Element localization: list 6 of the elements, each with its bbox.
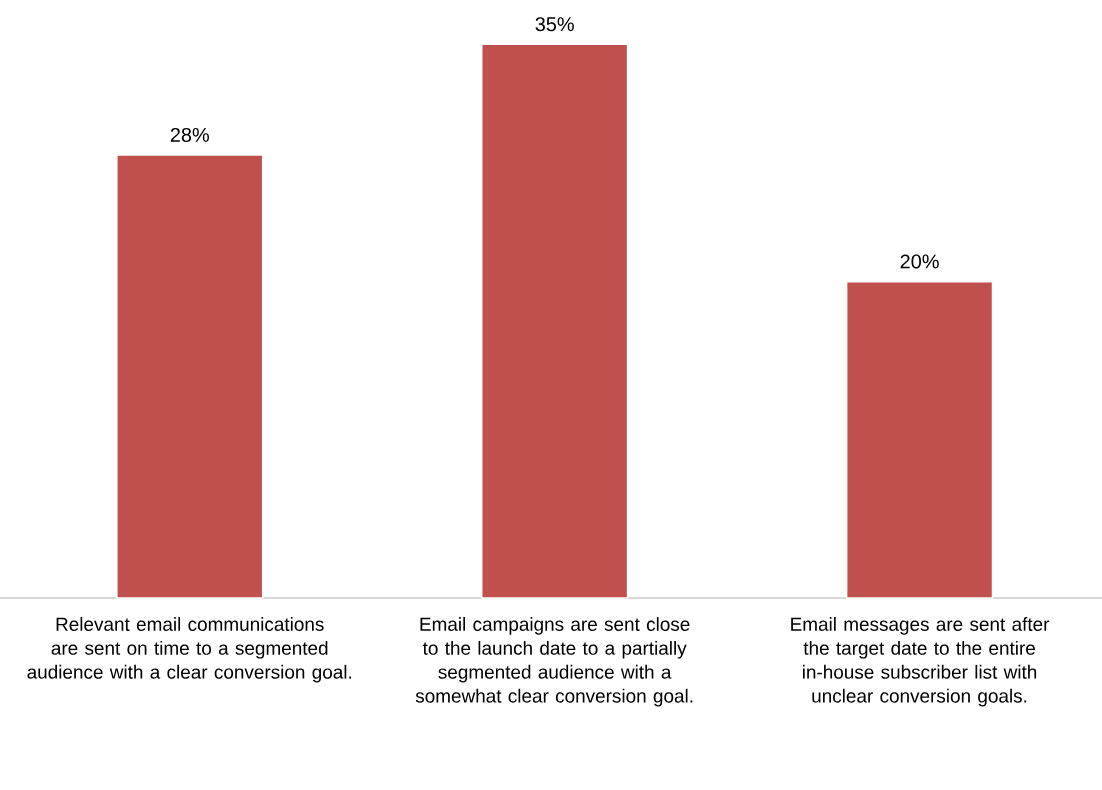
x-tick-label: Email messages are sent after the target date to the entire in-house subscriber list with unclear conversion goals. [791, 617, 1050, 707]
data-label: 28% [170, 127, 209, 142]
data-label: 35% [535, 17, 574, 32]
x-tick-label: Relevant email communications are sent on time to a segmented audience with a clear conversion goal. [27, 617, 352, 683]
x-tick-label: Email campaigns are sent close to the launch date to a partially segmented audience with a somewhat clear conversion goal. [415, 617, 693, 707]
data-label: 20% [900, 254, 939, 269]
